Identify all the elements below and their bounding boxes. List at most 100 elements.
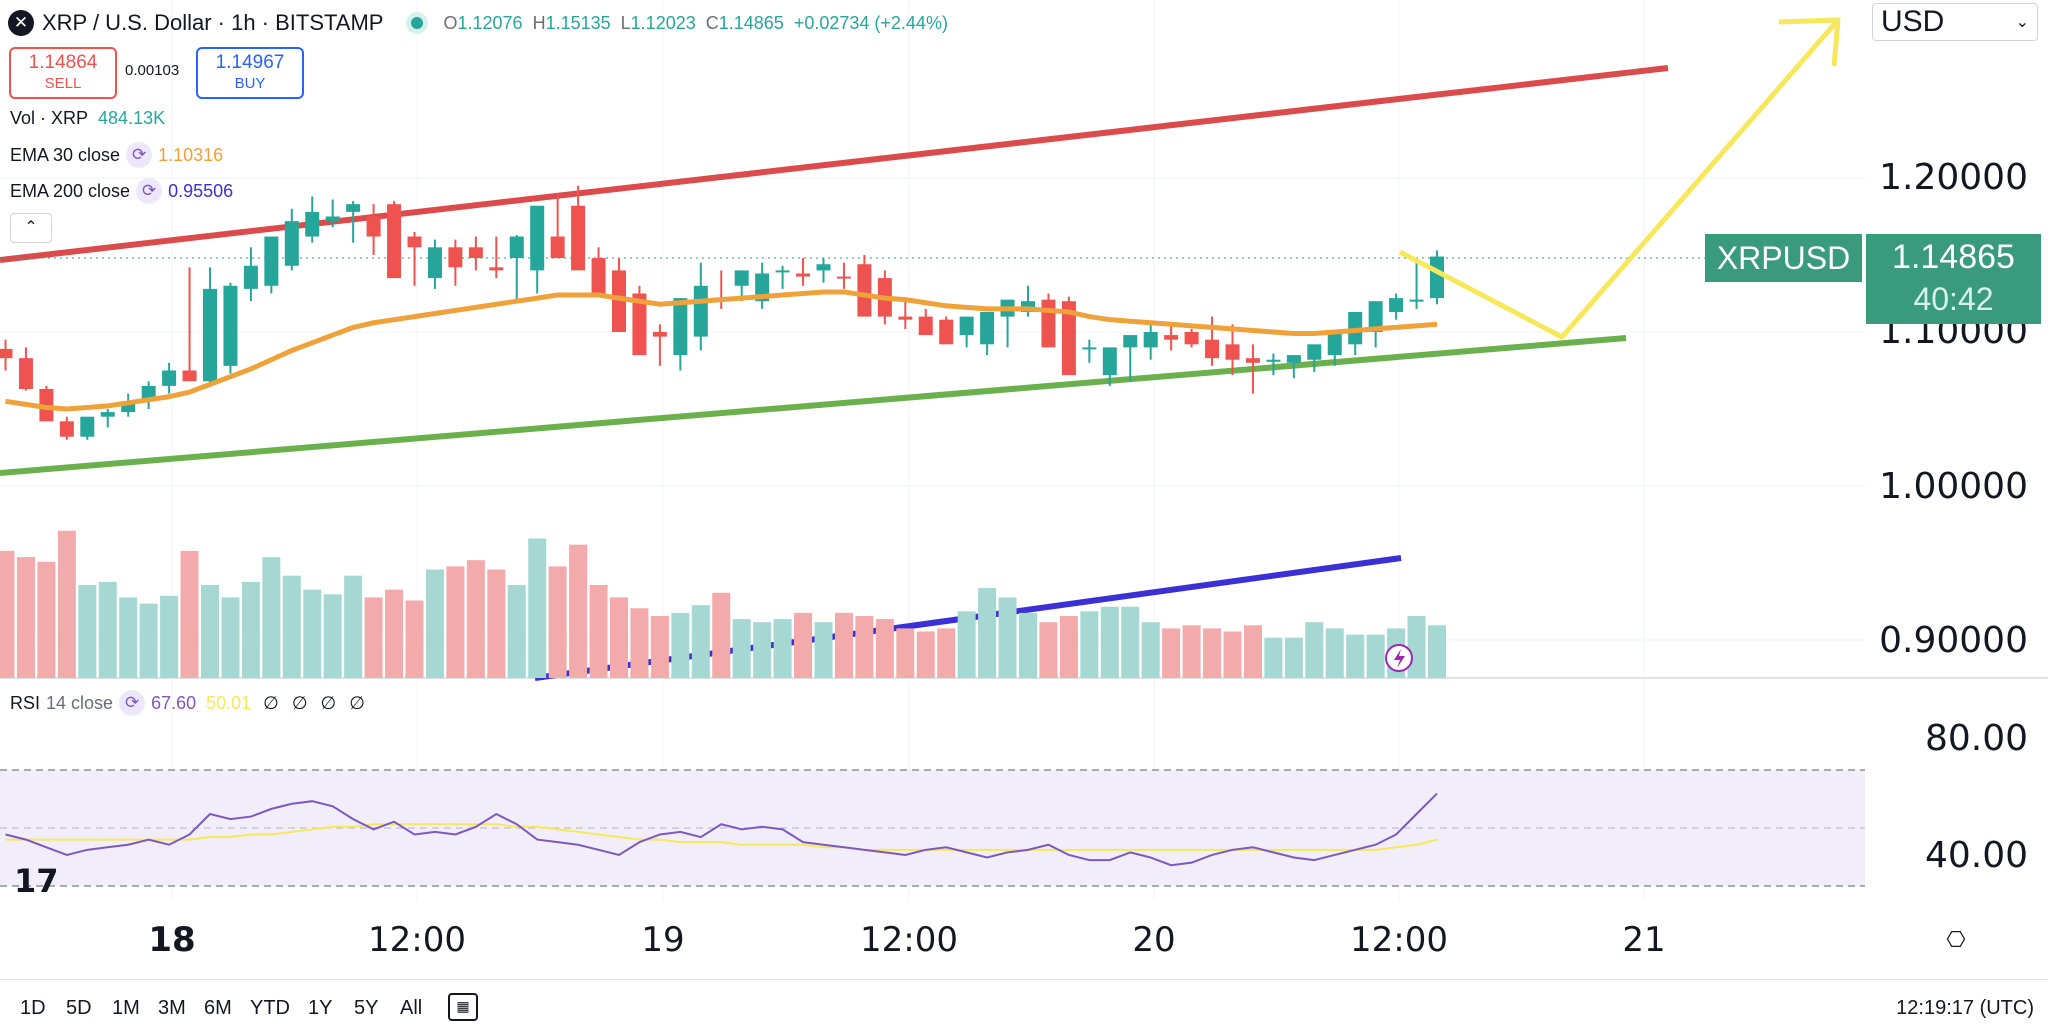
range-button-6m[interactable]: 6M: [204, 997, 232, 1019]
candle-body: [918, 316, 933, 336]
sell-button[interactable]: 1.14864 SELL: [9, 47, 117, 99]
utc-clock[interactable]: 12:19:17 (UTC): [1896, 997, 2034, 1019]
lightning-icon: [1394, 649, 1405, 668]
candle-body: [652, 332, 667, 337]
volume-bar: [753, 622, 772, 678]
candles: [0, 185, 1444, 440]
volume-bar: [1019, 612, 1037, 678]
projection-arrowhead: [1778, 17, 1841, 67]
candle-body: [1102, 347, 1117, 376]
candle-body: [1327, 332, 1342, 356]
volume-bar: [834, 612, 853, 678]
date-range-calendar-icon[interactable]: ▦: [448, 993, 478, 1021]
range-button-3m[interactable]: 3M: [158, 997, 186, 1019]
candle-body: [1164, 335, 1179, 340]
candle-body: [0, 348, 13, 359]
time-axis-label: 12:00: [368, 920, 466, 960]
volume-bar: [1346, 634, 1365, 678]
ema200-legend[interactable]: EMA 200 close ⟳ 0.95506: [10, 178, 233, 204]
candle-body: [1082, 347, 1097, 350]
candle-body: [100, 412, 115, 417]
buy-button[interactable]: 1.14967 BUY: [196, 47, 304, 99]
candle-body: [632, 293, 647, 356]
volume-bar: [487, 569, 506, 678]
volume-bar: [1264, 637, 1283, 678]
ema200-label: EMA 200 close: [10, 180, 131, 201]
volume-bar: [875, 619, 894, 678]
volume-bar: [1100, 606, 1119, 678]
refresh-icon[interactable]: ⟳: [136, 178, 163, 204]
rsi-label: RSI: [10, 692, 41, 713]
candle-body: [959, 316, 974, 336]
volume-bar: [630, 608, 649, 678]
refresh-icon[interactable]: ⟳: [119, 690, 146, 716]
volume-bars: [0, 530, 1446, 678]
candle-body: [1389, 298, 1404, 312]
range-button-all[interactable]: All: [400, 997, 423, 1019]
volume-bar: [139, 603, 158, 678]
volume-legend[interactable]: Vol · XRP 484.13K: [10, 108, 165, 129]
candle-body: [1266, 359, 1281, 362]
buy-price: 1.14967: [215, 52, 285, 73]
volume-bar: [1182, 625, 1201, 678]
volume-bar: [180, 550, 199, 678]
tradingview-logo: 17: [14, 862, 59, 900]
refresh-icon[interactable]: ⟳: [126, 142, 153, 168]
rsi-pane: [0, 769, 1865, 887]
symbol-title[interactable]: XRP / U.S. Dollar · 1h · BITSTAMP: [42, 10, 384, 35]
candle-body: [243, 265, 258, 289]
vol-label: Vol · XRP: [10, 108, 89, 128]
volume-bar: [937, 628, 956, 678]
volume-bar: [98, 581, 117, 678]
volume-bar: [773, 619, 792, 678]
candle-body: [980, 311, 995, 345]
candle-body: [1430, 256, 1444, 299]
close-value: 1.14865: [718, 12, 784, 33]
range-button-1d[interactable]: 1D: [20, 997, 46, 1019]
candle-body: [898, 316, 913, 320]
price-axis-label: 1.00000: [1879, 466, 2028, 507]
volume-bar: [344, 575, 363, 678]
volume-bar: [364, 597, 383, 678]
candle-body: [1184, 332, 1199, 345]
range-button-1m[interactable]: 1M: [112, 997, 140, 1019]
collapse-legend-button[interactable]: ⌃: [10, 213, 52, 243]
candle-body: [939, 319, 954, 345]
volume-bar: [896, 628, 915, 678]
candle-body: [448, 247, 463, 268]
vol-value: 484.13K: [98, 108, 166, 128]
volume-bar: [425, 569, 444, 678]
range-button-ytd[interactable]: YTD: [250, 997, 290, 1019]
volume-bar: [78, 585, 97, 678]
candle-body: [1205, 339, 1220, 359]
volume-bar: [732, 619, 751, 678]
range-button-1y[interactable]: 1Y: [308, 997, 333, 1019]
volume-bar: [507, 585, 526, 678]
change-value: +0.02734 (+2.44%): [793, 12, 948, 33]
volume-bar: [998, 597, 1017, 678]
ema30-legend[interactable]: EMA 30 close ⟳ 1.10316: [10, 142, 223, 168]
time-axis-label: 18: [148, 920, 196, 960]
volume-bar: [262, 557, 281, 678]
candle-body: [305, 211, 320, 237]
candle-body: [1245, 358, 1260, 363]
ema30-value: 1.10316: [158, 144, 224, 165]
volume-bar: [16, 557, 35, 678]
volume-bar: [37, 561, 56, 678]
candle-body: [1225, 344, 1240, 360]
volume-bar: [160, 595, 179, 678]
candle-body: [1286, 355, 1301, 363]
time-axis-label: 19: [641, 920, 685, 960]
ema30-line: [5, 289, 1438, 412]
currency-select[interactable]: USD ⌄: [1872, 3, 2038, 41]
volume-bar: [1121, 606, 1140, 678]
range-button-5y[interactable]: 5Y: [354, 997, 379, 1019]
range-button-5d[interactable]: 5D: [66, 997, 92, 1019]
rsi-extra: ∅ ∅ ∅ ∅: [263, 692, 369, 713]
sell-label: SELL: [44, 75, 82, 92]
chart-settings-icon[interactable]: ⎔: [1946, 927, 1966, 952]
rsi-legend[interactable]: RSI 14 close ⟳ 67.60 50.01 ∅ ∅ ∅ ∅: [10, 690, 369, 716]
volume-bar: [0, 550, 15, 678]
volume-bar: [691, 605, 710, 678]
